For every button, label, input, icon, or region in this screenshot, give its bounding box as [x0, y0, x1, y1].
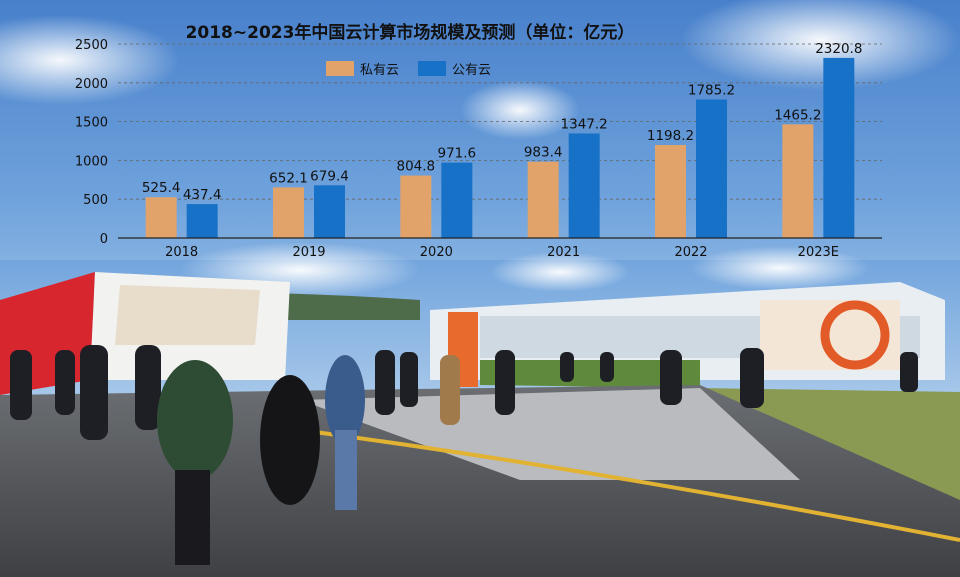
data-label: 971.6 — [438, 146, 477, 162]
y-tick-label: 500 — [83, 193, 108, 208]
x-axis: 2018 2019 2020 2021 2022 2023E — [118, 237, 882, 260]
y-tick-label: 1500 — [75, 116, 108, 131]
x-tick-label: 2019 — [292, 245, 325, 260]
bar — [314, 185, 345, 238]
legend-label-private: 私有云 — [360, 63, 399, 78]
data-label: 652.1 — [269, 170, 308, 186]
data-label: 1785.2 — [688, 82, 735, 98]
bar — [186, 204, 218, 238]
bar — [568, 133, 600, 238]
legend: 私有云 公有云 — [326, 61, 491, 78]
y-tick-label: 2500 — [75, 38, 108, 53]
bar — [823, 57, 855, 239]
data-label: 1347.2 — [561, 116, 608, 132]
bar — [441, 162, 473, 238]
data-label: 1465.2 — [774, 107, 821, 123]
bar — [145, 197, 177, 238]
data-label: 983.4 — [524, 145, 563, 161]
bar — [655, 145, 686, 238]
legend-label-public: 公有云 — [452, 63, 491, 78]
data-label: 2320.8 — [815, 41, 862, 57]
bar — [782, 124, 814, 238]
data-label: 804.8 — [397, 159, 436, 175]
x-tick-label: 2018 — [165, 245, 198, 260]
data-label: 679.4 — [310, 168, 349, 184]
gridlines — [118, 43, 882, 200]
x-tick-label: 2020 — [420, 245, 453, 260]
y-tick-label: 1000 — [75, 154, 108, 169]
bar-chart: 2018~2023年中国云计算市场规模及预测（单位：亿元） 私有云 公有云 0 5… — [0, 0, 960, 260]
legend-swatch-private — [326, 61, 354, 76]
x-tick-label: 2021 — [547, 245, 580, 260]
legend-swatch-public — [418, 61, 446, 76]
x-tick-label: 2023E — [798, 245, 839, 260]
bar — [400, 175, 432, 238]
bar — [273, 187, 304, 238]
bar — [696, 99, 727, 239]
y-tick-label: 0 — [100, 232, 108, 247]
y-tick-label: 2000 — [75, 77, 108, 92]
x-tick-label: 2022 — [674, 245, 707, 260]
chart-title: 2018~2023年中国云计算市场规模及预测（单位：亿元） — [186, 22, 635, 43]
y-axis: 0 500 1000 1500 2000 2500 — [75, 38, 108, 247]
bar — [527, 161, 559, 238]
data-label: 1198.2 — [647, 128, 694, 144]
data-label: 525.4 — [142, 180, 181, 196]
data-label: 437.4 — [183, 187, 222, 203]
